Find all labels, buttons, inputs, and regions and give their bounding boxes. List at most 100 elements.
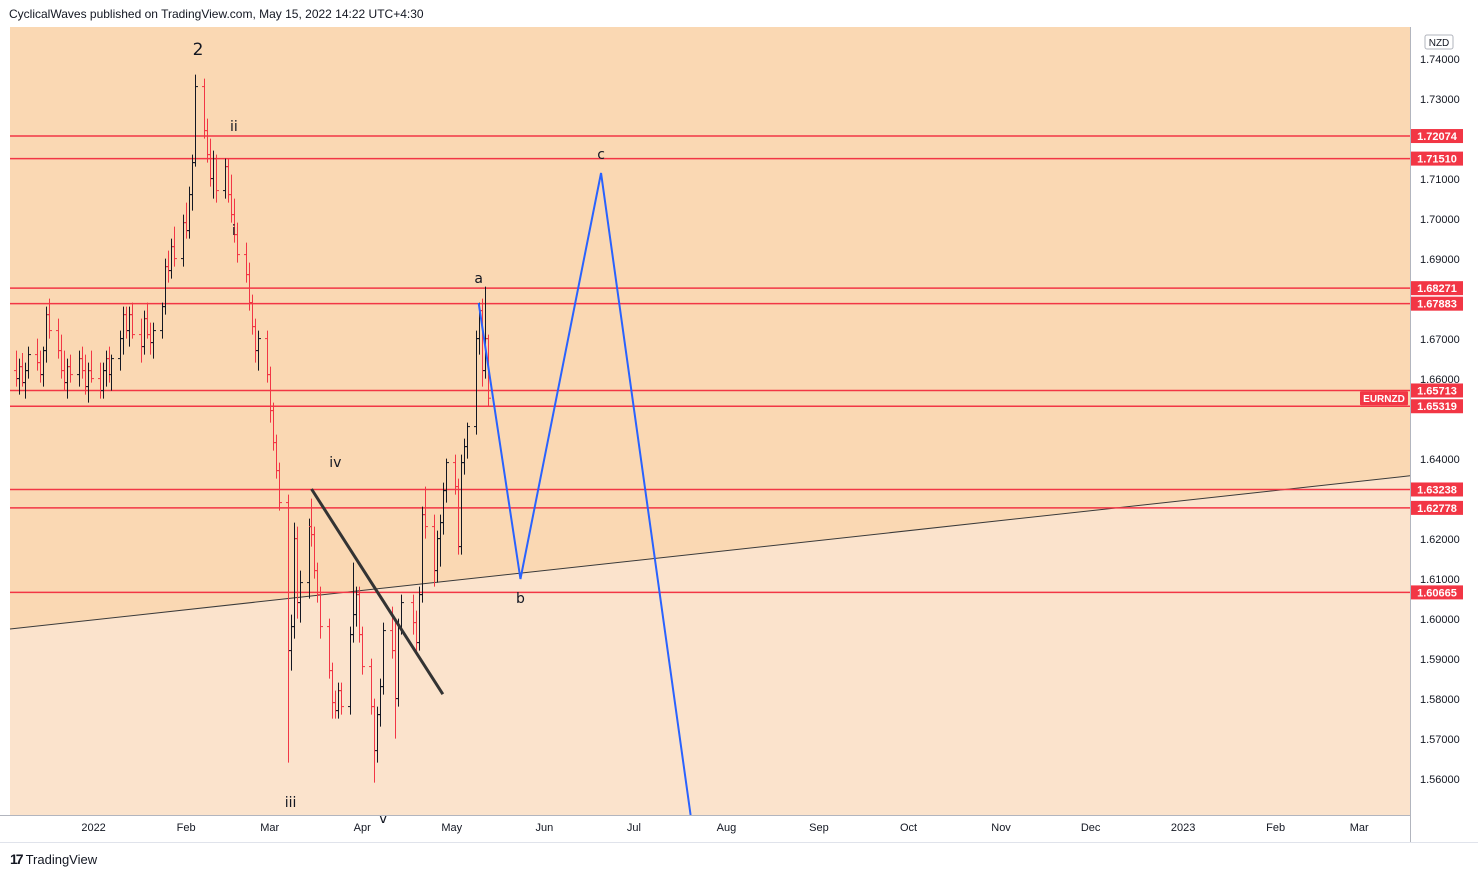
y-tick-label: 1.64000 <box>1420 454 1460 466</box>
level-price-label: 1.71510 <box>1411 151 1463 166</box>
x-tick-label: Apr <box>354 822 371 834</box>
ohlc-bar <box>109 354 114 391</box>
y-tick-label: 1.59000 <box>1420 654 1460 666</box>
x-tick-label: 2022 <box>81 822 105 834</box>
ohlc-bar <box>465 422 470 459</box>
level-label-box <box>1411 585 1463 600</box>
symbol-label-text: EURNZD <box>1363 394 1405 405</box>
y-tick-label: 1.60000 <box>1420 614 1460 626</box>
level-label-box <box>1411 296 1463 311</box>
price-zones <box>9 27 1411 630</box>
x-tick-label: Jul <box>627 822 641 834</box>
ohlc-bar <box>68 354 73 383</box>
ohlc-bar <box>339 682 344 715</box>
y-tick-label: 1.58000 <box>1420 694 1460 706</box>
x-tick-label: Aug <box>717 822 737 834</box>
tradingview-mark-icon: 17 <box>10 851 24 867</box>
level-price-label: 1.62778 <box>1411 500 1463 515</box>
wave-label-i: i <box>232 223 236 239</box>
level-price-label: 1.68271 <box>1411 281 1463 296</box>
level-label-text: 1.72074 <box>1417 131 1458 143</box>
ohlc-bar <box>277 462 282 511</box>
level-label-text: 1.65713 <box>1417 385 1457 397</box>
x-tick-label: Sep <box>809 822 829 834</box>
level-price-label: 1.65713 <box>1411 383 1463 398</box>
level-price-label: 1.67883 <box>1411 296 1463 311</box>
ohlc-bar <box>318 586 323 639</box>
x-tick-label: 2023 <box>1171 822 1195 834</box>
ohlc-bar <box>256 330 261 371</box>
level-label-box <box>1411 482 1463 497</box>
y-tick-label: 1.57000 <box>1420 734 1460 746</box>
wave-label-iv: iv <box>329 455 341 471</box>
ohlc-bar <box>444 458 449 503</box>
y-tick-label: 1.73000 <box>1420 94 1460 106</box>
x-tick-label: Oct <box>900 822 917 834</box>
wave-label-b: b <box>516 591 525 607</box>
currency-box <box>1424 34 1454 50</box>
axes: NZD 1.74000 1.73000 1.71000 1.70000 1.69000 1.… <box>0 27 1478 843</box>
level-label-box <box>1411 383 1463 398</box>
ohlc-bars <box>14 74 491 783</box>
ohlc-bar <box>151 322 156 359</box>
wave-label-ii: ii <box>230 119 238 135</box>
level-label-text: 1.68271 <box>1417 283 1457 295</box>
wave-label-c: c <box>597 147 605 163</box>
level-label-text: 1.62778 <box>1417 503 1457 515</box>
ohlc-bar <box>130 302 135 339</box>
ohlc-bar <box>360 626 365 675</box>
level-label-text: 1.71510 <box>1417 154 1457 166</box>
upper-zone <box>10 27 1410 629</box>
ohlc-bar <box>214 154 219 203</box>
y-tick-label: 1.71000 <box>1420 174 1460 186</box>
x-tick-label: Jun <box>535 822 553 834</box>
y-tick-label: 1.61000 <box>1420 574 1460 586</box>
level-price-label: 1.60665 <box>1411 585 1463 600</box>
level-price-label: 1.72074 <box>1411 129 1463 144</box>
symbol-label: EURNZD <box>1360 391 1408 406</box>
level-price-label: 1.63238 <box>1411 482 1463 497</box>
drawn-lines <box>310 172 692 816</box>
wave-label-a: a <box>474 271 483 287</box>
x-tick-label: May <box>441 822 462 834</box>
level-label-text: 1.67883 <box>1417 299 1457 311</box>
ohlc-bar <box>172 226 177 267</box>
y-tick-label: 1.74000 <box>1420 54 1460 66</box>
y-tick-label: 1.69000 <box>1420 254 1460 266</box>
ohlc-bar <box>298 570 303 623</box>
level-label-text: 1.60665 <box>1417 587 1457 599</box>
long-trend-line <box>9 475 1411 630</box>
y-tick-label: 1.70000 <box>1420 214 1460 226</box>
wave-label-2: 2 <box>193 40 204 60</box>
wave-projection-line <box>477 172 692 816</box>
currency-text: NZD <box>1429 38 1450 49</box>
y-tick-label: 1.56000 <box>1420 774 1460 786</box>
wave-trend-line <box>310 488 445 696</box>
y-tick-label: 1.66000 <box>1420 374 1460 386</box>
level-label-text: 1.65319 <box>1417 401 1457 413</box>
x-tick-label: Mar <box>1350 822 1369 834</box>
y-tick-label: 1.62000 <box>1420 534 1460 546</box>
ohlc-bar <box>381 622 386 695</box>
tradingview-logo[interactable]: 17 TradingView <box>10 851 97 867</box>
level-label-box <box>1411 129 1463 144</box>
ohlc-bar <box>89 350 94 383</box>
level-label-box <box>1411 500 1463 515</box>
wave-label-v: v <box>379 811 387 827</box>
level-label-box <box>1411 151 1463 166</box>
ohlc-bar <box>47 298 52 339</box>
level-label-box <box>1411 281 1463 296</box>
x-tick-label: Feb <box>177 822 196 834</box>
resistance-levels <box>10 135 1410 594</box>
publisher-info: CyclicalWaves published on TradingView.c… <box>9 7 424 21</box>
ohlc-bar <box>26 346 31 379</box>
level-price-label: 1.65319 <box>1411 399 1463 414</box>
wave-label-iii: iii <box>285 795 297 811</box>
level-label-text: 1.63238 <box>1417 484 1457 496</box>
level-label-box <box>1411 399 1463 414</box>
x-tick-label: Nov <box>991 822 1011 834</box>
x-tick-label: Feb <box>1266 822 1285 834</box>
x-tick-label: Dec <box>1081 822 1101 834</box>
